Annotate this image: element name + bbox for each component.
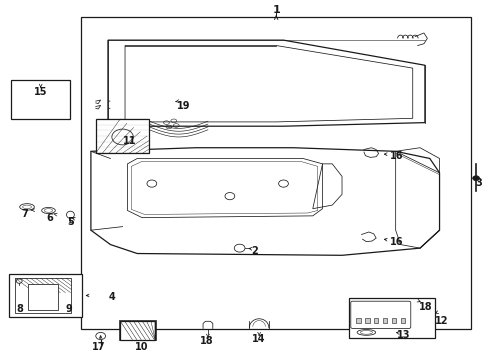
Text: 12: 12 [434,316,448,326]
Bar [11,80,70,119]
Text: 18: 18 [418,302,432,312]
Text: 13: 13 [396,330,409,340]
Bar [9,274,81,317]
Bar [119,320,156,340]
Text: 17: 17 [91,342,105,352]
Text: 11: 11 [123,136,136,146]
Text: 15: 15 [34,87,47,97]
Bar [364,318,369,323]
Text: 14: 14 [252,334,265,344]
Circle shape [472,176,479,181]
Text: 4: 4 [108,292,115,302]
Bar [81,17,470,329]
Bar [348,298,434,338]
Bar [382,318,386,323]
Text: 2: 2 [250,246,257,256]
Text: 8: 8 [17,304,23,314]
Bar [373,318,378,323]
Text: 19: 19 [177,101,190,111]
Text: 1: 1 [272,5,280,15]
Text: 3: 3 [474,178,481,188]
Text: 5: 5 [67,217,74,227]
Text: 9: 9 [65,304,72,314]
Bar [27,284,58,310]
Bar [391,318,396,323]
Text: 16: 16 [389,150,403,161]
Bar [400,318,405,323]
Text: 7: 7 [21,209,28,219]
Text: 10: 10 [135,342,148,352]
FancyBboxPatch shape [350,301,410,328]
Text: 16: 16 [389,237,403,247]
Text: 6: 6 [46,213,53,223]
Bar [15,278,71,314]
Text: 18: 18 [199,336,213,346]
Bar [120,321,155,339]
Bar [96,119,149,153]
Bar [355,318,360,323]
